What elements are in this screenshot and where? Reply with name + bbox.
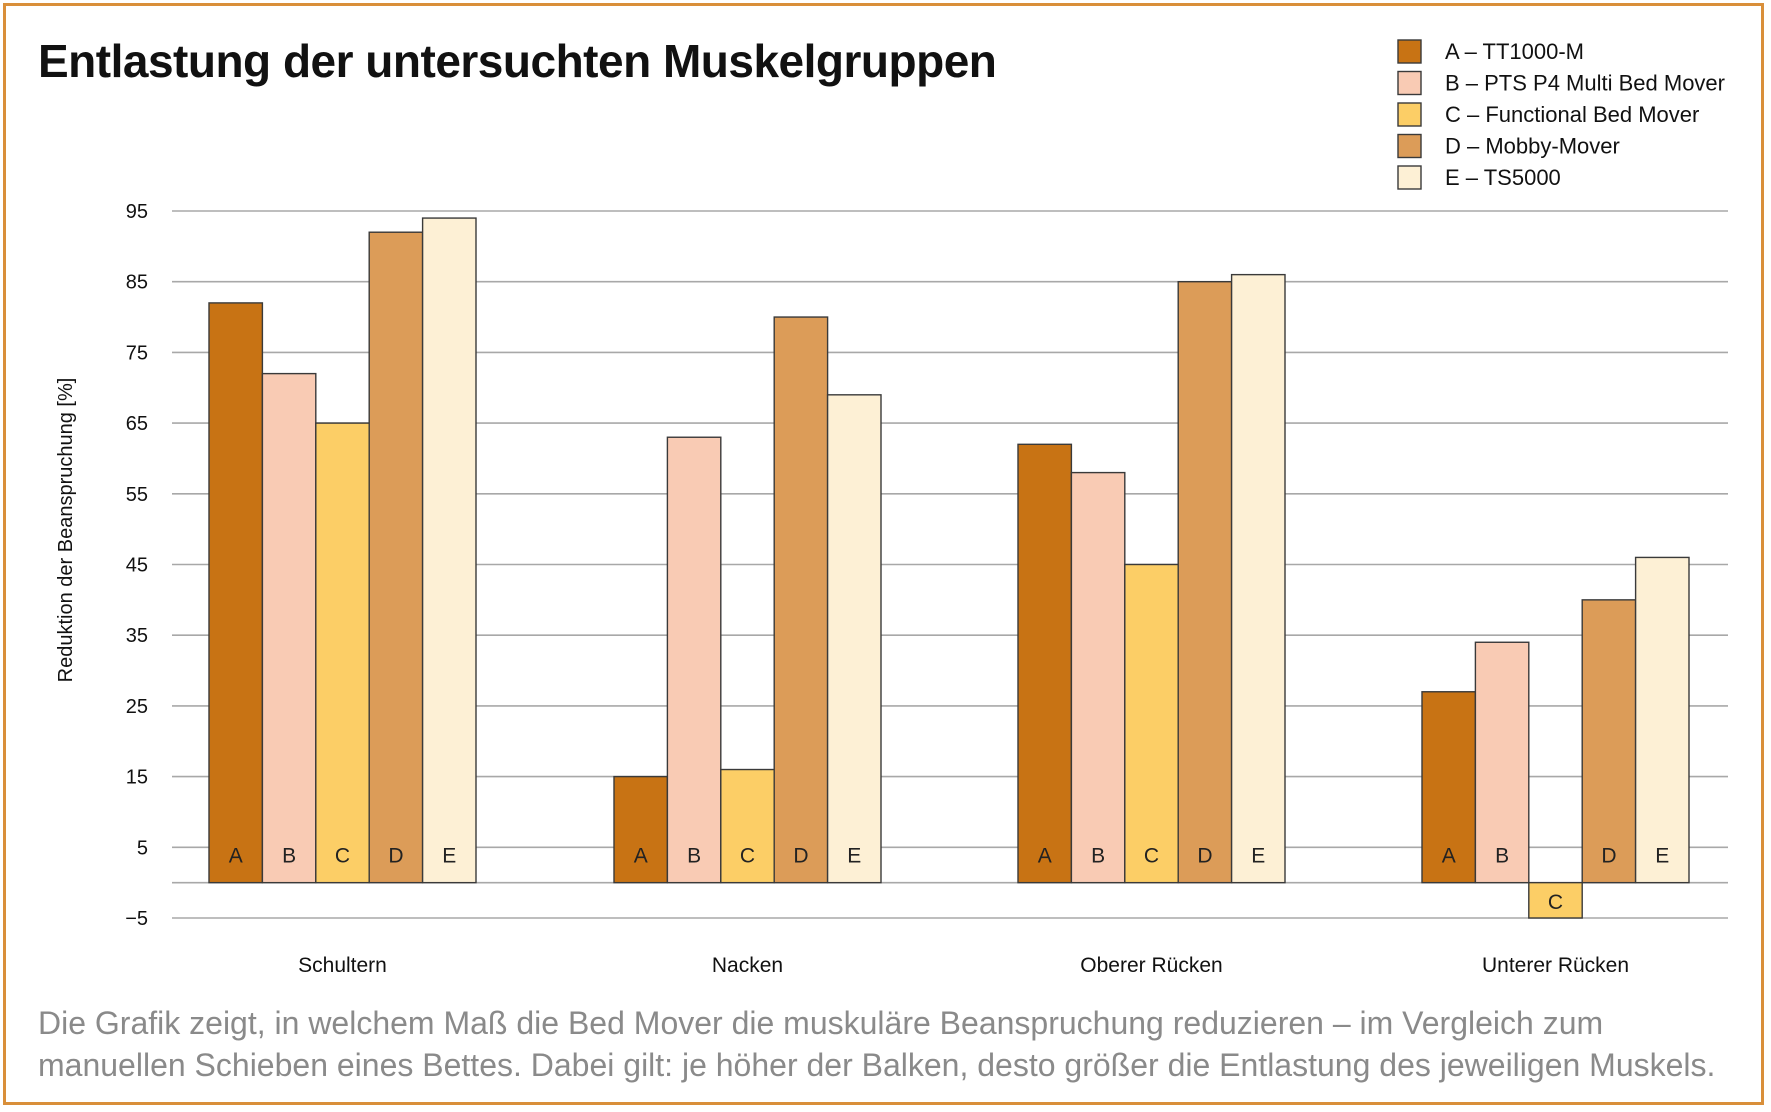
bar-letter-label: E bbox=[1251, 845, 1265, 868]
bar-letter-label: B bbox=[687, 845, 701, 868]
bar-d-4 bbox=[1581, 599, 1637, 884]
bar-letter-label: D bbox=[1197, 845, 1212, 868]
bar-a-2 bbox=[613, 775, 669, 884]
bar-a-3 bbox=[1017, 443, 1073, 884]
bar-b-1 bbox=[261, 372, 317, 884]
bar-letter-label: B bbox=[1495, 845, 1509, 868]
bar-letter-label: B bbox=[1091, 845, 1105, 868]
category-label: Nacken bbox=[712, 954, 783, 977]
y-tick-label: 65 bbox=[126, 413, 148, 435]
legend-swatch bbox=[1397, 165, 1422, 190]
legend-entry: A – TT1000-M bbox=[1445, 39, 1584, 64]
y-tick-label: −5 bbox=[125, 908, 148, 930]
legend-swatch bbox=[1397, 102, 1422, 127]
bar-letter-label: B bbox=[282, 845, 296, 868]
legend-swatch bbox=[1397, 70, 1422, 96]
category-label: Unterer Rücken bbox=[1482, 954, 1629, 977]
bar-letter-label: D bbox=[1601, 845, 1616, 868]
bar-a-4 bbox=[1421, 691, 1477, 884]
category-label: Schultern bbox=[298, 954, 387, 977]
y-tick-label: 35 bbox=[126, 625, 148, 647]
y-tick-label: 55 bbox=[126, 484, 148, 506]
bar-c-1 bbox=[315, 422, 370, 884]
bar-letter-label: E bbox=[847, 845, 861, 868]
chart-title: Entlastung der untersuchten Muskelgruppe… bbox=[38, 35, 997, 87]
legend-swatch bbox=[1397, 133, 1422, 159]
y-tick-label: 5 bbox=[137, 837, 148, 859]
chart-frame bbox=[3, 3, 1764, 1105]
bar-d-3 bbox=[1177, 281, 1233, 884]
bar-e-2 bbox=[826, 394, 882, 884]
bar-letter-label: A bbox=[1038, 845, 1052, 868]
bar-letter-label: E bbox=[1655, 845, 1669, 868]
y-tick-label: 45 bbox=[126, 555, 148, 577]
bars: A B C D E A B C D E A B C D E A B C D E bbox=[208, 217, 1690, 919]
category-labels: Schultern Nacken Oberer Rücken Unterer Rück… bbox=[298, 954, 1629, 977]
legend-entry: E – TS5000 bbox=[1445, 165, 1561, 190]
y-tick-label: 15 bbox=[126, 767, 148, 789]
bar-e-1 bbox=[421, 217, 477, 884]
bar-b-2 bbox=[666, 436, 722, 884]
bar-b-4 bbox=[1474, 641, 1530, 884]
legend-entry: C – Functional Bed Mover bbox=[1445, 102, 1699, 127]
bar-c-2 bbox=[720, 768, 775, 884]
bar-letter-label: C bbox=[335, 845, 350, 868]
y-tick-label: 25 bbox=[126, 696, 148, 718]
bar-c-3 bbox=[1124, 563, 1179, 884]
legend: A – TT1000-M B – PTS P4 Multi Bed Mover C … bbox=[1397, 39, 1725, 190]
bar-letter-label: D bbox=[388, 845, 403, 868]
bar-a-1 bbox=[208, 302, 264, 884]
bar-e-4 bbox=[1634, 556, 1690, 884]
y-axis-label: Reduktion der Beanspruchung [%] bbox=[55, 378, 77, 683]
bar-chart: 95 85 75 65 55 45 35 25 15 5 −5 A B C D E A B C D E A B C D E A B C… bbox=[55, 39, 1728, 977]
bar-letter-label: C bbox=[740, 845, 755, 868]
bar-letter-label: A bbox=[634, 845, 648, 868]
y-tick-label: 95 bbox=[126, 201, 148, 223]
bar-letter-label: C bbox=[1548, 891, 1563, 914]
bar-c-4 bbox=[1528, 881, 1583, 919]
bar-letter-label: A bbox=[229, 845, 243, 868]
legend-entry: B – PTS P4 Multi Bed Mover bbox=[1445, 71, 1725, 96]
legend-swatch bbox=[1397, 39, 1422, 64]
bar-letter-label: D bbox=[793, 845, 808, 868]
bar-letter-label: C bbox=[1144, 845, 1159, 868]
bar-letter-label: A bbox=[1442, 845, 1456, 868]
bar-letter-label: E bbox=[442, 845, 456, 868]
y-tick-labels: 95 85 75 65 55 45 35 25 15 5 −5 bbox=[125, 201, 148, 930]
bar-e-3 bbox=[1230, 273, 1286, 884]
chart-caption: Die Grafik zeigt, in welchem Maß die Bed… bbox=[38, 1005, 1716, 1083]
y-tick-label: 75 bbox=[126, 342, 148, 364]
bar-b-3 bbox=[1070, 471, 1126, 884]
bar-d-1 bbox=[368, 231, 424, 884]
category-label: Oberer Rücken bbox=[1080, 954, 1222, 977]
y-tick-label: 85 bbox=[126, 272, 148, 294]
legend-entry: D – Mobby-Mover bbox=[1445, 134, 1620, 159]
bar-d-2 bbox=[773, 316, 829, 884]
